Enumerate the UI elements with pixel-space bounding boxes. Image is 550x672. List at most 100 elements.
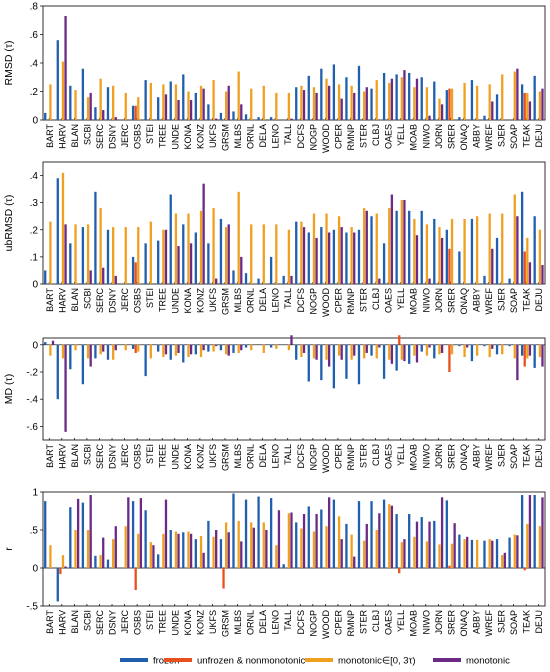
bar-scbi-3 (86, 224, 90, 284)
bar-clbj-3 (375, 213, 378, 284)
y-tick-label: -.6 (26, 422, 38, 433)
bar-yell-1 (395, 74, 398, 120)
bar-ster-4 (365, 344, 368, 353)
panel-4: 1 .5 0 -.5 r BART HARV BLAN SCBI SERC DSNY JERC OSBS… (3, 488, 546, 639)
x-tick-label: SJER (497, 444, 507, 468)
bar-srer-3 (450, 88, 454, 120)
x-tick-label: ONAQ (459, 444, 469, 471)
bar-sjer-3 (501, 213, 504, 284)
bar-wood-3 (325, 344, 328, 360)
bar-niwo-1 (420, 77, 423, 120)
bar-teak-2 (523, 344, 526, 367)
bar-jerc-4 (127, 497, 130, 568)
bar-mlbs-1 (232, 493, 235, 568)
y-tick-label: .1 (30, 252, 39, 263)
y-axis-label: ubRMSD (τ) (3, 195, 15, 252)
bar-teak-1 (520, 191, 524, 284)
x-tick-label: RMNP (346, 124, 356, 151)
bar-mlbs-3 (237, 520, 240, 568)
x-tick-label: BART (45, 444, 55, 468)
bar-cper-3 (337, 84, 341, 121)
x-tick-label: SERC (95, 124, 105, 150)
bar-tree-3 (162, 229, 165, 284)
bar-wref-3 (488, 84, 491, 121)
x-tick-label: TEAK (522, 444, 532, 468)
x-tick-label: OAES (384, 124, 394, 149)
bar-nogp-3 (312, 531, 316, 568)
bar-harv-1 (56, 568, 59, 602)
bar-mlbs-3 (237, 344, 240, 353)
x-tick-label: OSBS (133, 610, 143, 635)
bar-tree-3 (162, 533, 165, 568)
bar-cper-3 (337, 216, 341, 284)
x-tick-label: MOAB (409, 610, 419, 637)
x-tick-label: ONAQ (459, 610, 469, 637)
bar-onaq-4 (466, 536, 469, 568)
bar-osbs-3 (137, 97, 140, 120)
x-tick-label: CLBJ (371, 124, 381, 146)
x-tick-label: TREE (158, 288, 168, 312)
bar-cper-1 (332, 229, 336, 284)
y-tick-label: .5 (30, 526, 39, 537)
bar-moab-3 (413, 344, 416, 356)
x-tick-label: WREF (484, 288, 494, 315)
bar-sjer-3 (501, 74, 504, 120)
bar-dcfs-4 (302, 514, 306, 568)
x-tick-label: KONZ (195, 124, 205, 150)
x-tick-label: MLBS (233, 610, 243, 635)
bar-clbj-4 (378, 344, 381, 348)
bar-dcfs-4 (302, 227, 306, 284)
x-tick-label: OAES (384, 610, 394, 635)
bar-jerc-3 (124, 92, 127, 120)
bar-yell-4 (403, 70, 406, 121)
x-tick-label: JORN (434, 610, 444, 635)
bar-yell-2 (398, 568, 401, 574)
bar-rmnp-1 (345, 344, 348, 379)
bar-moab-4 (415, 344, 419, 363)
bar-leno-1 (269, 344, 273, 348)
bar-blan-1 (69, 85, 72, 120)
bar-bart-3 (49, 545, 52, 568)
bar-onaq-3 (463, 218, 466, 284)
x-tick-label: KONZ (195, 444, 205, 470)
bar-cper-4 (340, 98, 343, 121)
bar-dcfs-3 (300, 528, 303, 568)
bar-cper-4 (340, 227, 343, 284)
bar-sjer-1 (495, 237, 499, 284)
bar-kona-4 (189, 243, 193, 284)
x-tick-label: DEJU (534, 288, 544, 312)
x-tick-label: BLAN (70, 610, 80, 634)
bar-wood-4 (327, 232, 331, 284)
bar-teak-3 (526, 344, 529, 359)
x-tick-label: STEI (145, 124, 155, 144)
bar-dcfs-1 (295, 522, 298, 568)
bar-kona-3 (187, 213, 190, 284)
bar-tall-1 (282, 564, 285, 568)
x-tick-label: UNDE (170, 124, 180, 150)
x-tick-label: SERC (95, 288, 105, 314)
x-tick-label: KONA (183, 444, 193, 470)
bar-deju-4 (541, 88, 544, 120)
bar-ukfs-4 (215, 118, 218, 120)
bar-dela-1 (257, 496, 260, 568)
bar-abby-3 (475, 344, 479, 356)
bar-nogp-4 (315, 344, 318, 360)
bar-srer-3 (450, 344, 454, 355)
bar-osbs-1 (131, 105, 135, 120)
bar-yell-1 (395, 514, 398, 568)
x-tick-label: JERC (120, 444, 130, 468)
bar-abby-3 (475, 216, 479, 284)
bar-oaes-4 (390, 505, 394, 568)
bar-deju-1 (533, 75, 536, 120)
bar-blan-1 (69, 344, 72, 370)
bar-moab-4 (415, 235, 419, 284)
bar-jerc-3 (124, 526, 127, 568)
x-tick-label: DELA (258, 124, 268, 148)
bar-osbs-2 (134, 262, 137, 284)
x-tick-label: OSBS (133, 288, 143, 313)
x-tick-label: YELL (396, 124, 406, 146)
bar-sjer-4 (503, 552, 506, 568)
bar-cper-3 (337, 516, 341, 568)
bar-dsny-3 (112, 539, 115, 568)
